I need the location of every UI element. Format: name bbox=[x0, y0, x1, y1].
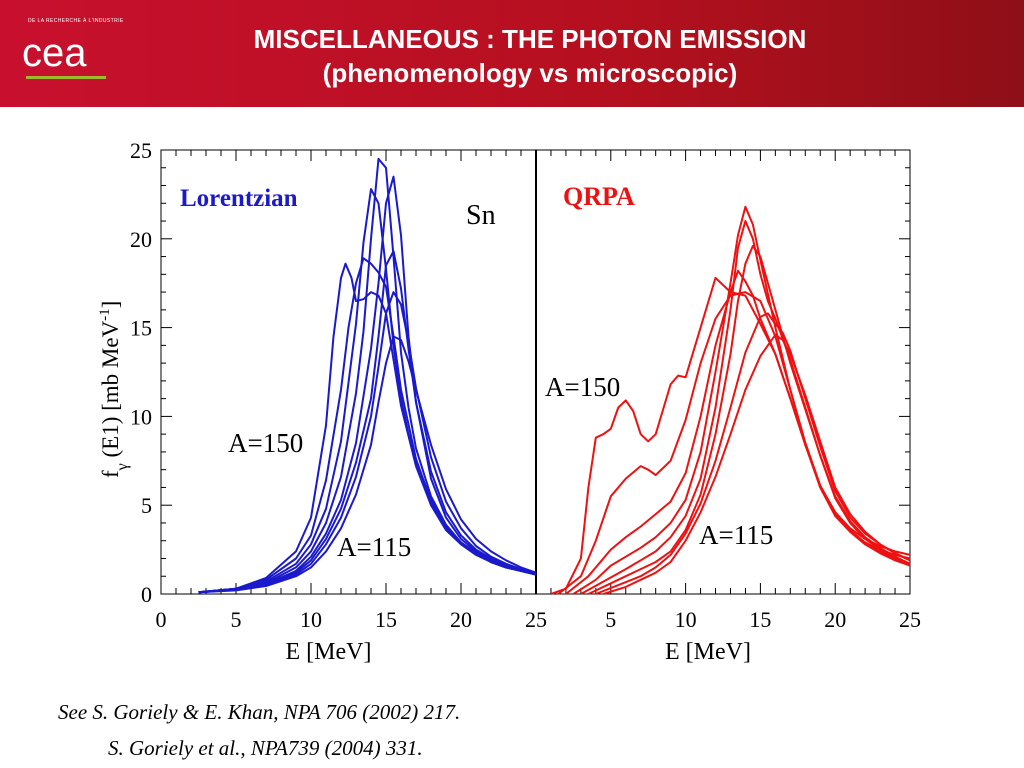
element-label: Sn bbox=[466, 200, 496, 231]
label-a150: A=150 bbox=[545, 372, 620, 402]
x-axis-label: E [MeV] bbox=[665, 639, 751, 665]
x-tick-label: 15 bbox=[375, 607, 397, 632]
series-line-4 bbox=[572, 205, 911, 595]
series-line-8 bbox=[198, 335, 537, 594]
y-tick-label: 15 bbox=[130, 316, 152, 341]
series-line-5 bbox=[198, 175, 537, 594]
x-tick-label: 25 bbox=[525, 607, 547, 632]
logo-text: cea bbox=[22, 31, 87, 75]
series-line-5 bbox=[580, 220, 911, 595]
series-line-7 bbox=[595, 312, 911, 595]
panel-title-lorentzian: Lorentzian bbox=[180, 185, 298, 212]
x-tick-label: 15 bbox=[749, 607, 771, 632]
series-line-1 bbox=[198, 262, 537, 594]
title-line-1: MISCELLANEOUS : THE PHOTON EMISSION bbox=[253, 24, 807, 54]
x-tick-label: 0 bbox=[156, 607, 167, 632]
series-line-4 bbox=[198, 157, 537, 594]
title-line-2: (phenomenology vs microscopic) bbox=[322, 58, 738, 88]
reference-2: S. Goriely et al., NPA739 (2004) 331. bbox=[108, 736, 423, 760]
logo-underline bbox=[26, 76, 106, 79]
x-tick-label: 10 bbox=[300, 607, 322, 632]
series-line-6 bbox=[587, 244, 911, 595]
x-tick-label: 5 bbox=[605, 607, 616, 632]
series-line-3 bbox=[565, 269, 911, 595]
series-line-7 bbox=[198, 291, 537, 594]
x-tick-label: 20 bbox=[824, 607, 846, 632]
label-a150: A=150 bbox=[228, 428, 303, 458]
y-tick-label: 25 bbox=[130, 138, 152, 163]
x-axis-label: E [MeV] bbox=[286, 639, 372, 665]
label-a115: A=115 bbox=[337, 532, 411, 562]
page-title: MISCELLANEOUS : THE PHOTON EMISSION (phe… bbox=[150, 22, 910, 90]
y-label-sup: -1 bbox=[97, 308, 113, 321]
series-line-8 bbox=[602, 333, 911, 595]
x-tick-label: 5 bbox=[231, 607, 242, 632]
y-tick-label: 0 bbox=[141, 582, 152, 607]
y-tick-label: 20 bbox=[130, 227, 152, 252]
y-tick-label: 10 bbox=[130, 404, 152, 429]
header-bar: DE LA RECHERCHE À L'INDUSTRIE cea MISCEL… bbox=[0, 0, 1024, 107]
reference-1: See S. Goriely & E. Khan, NPA 706 (2002)… bbox=[58, 700, 461, 724]
x-tick-label: 20 bbox=[450, 607, 472, 632]
references: See S. Goriely & E. Khan, NPA 706 (2002)… bbox=[58, 694, 460, 766]
cea-logo: cea bbox=[22, 31, 106, 79]
y-label-rest: (E1) [mb MeV bbox=[98, 320, 123, 463]
y-axis-label: fγ (E1) [mb MeV-1] bbox=[97, 301, 131, 478]
series-line-6 bbox=[198, 250, 537, 594]
panel-title-qrpa: QRPA bbox=[563, 182, 635, 211]
y-label-close: ] bbox=[98, 301, 123, 309]
label-a115: A=115 bbox=[699, 520, 773, 550]
logo-tagline: DE LA RECHERCHE À L'INDUSTRIE bbox=[28, 18, 124, 24]
x-tick-label: 10 bbox=[675, 607, 697, 632]
y-label-sub: γ bbox=[114, 463, 131, 471]
y-label-f: f bbox=[98, 470, 123, 478]
series-line-1 bbox=[550, 276, 911, 595]
y-tick-label: 5 bbox=[141, 493, 152, 518]
x-tick-label: 25 bbox=[899, 607, 921, 632]
